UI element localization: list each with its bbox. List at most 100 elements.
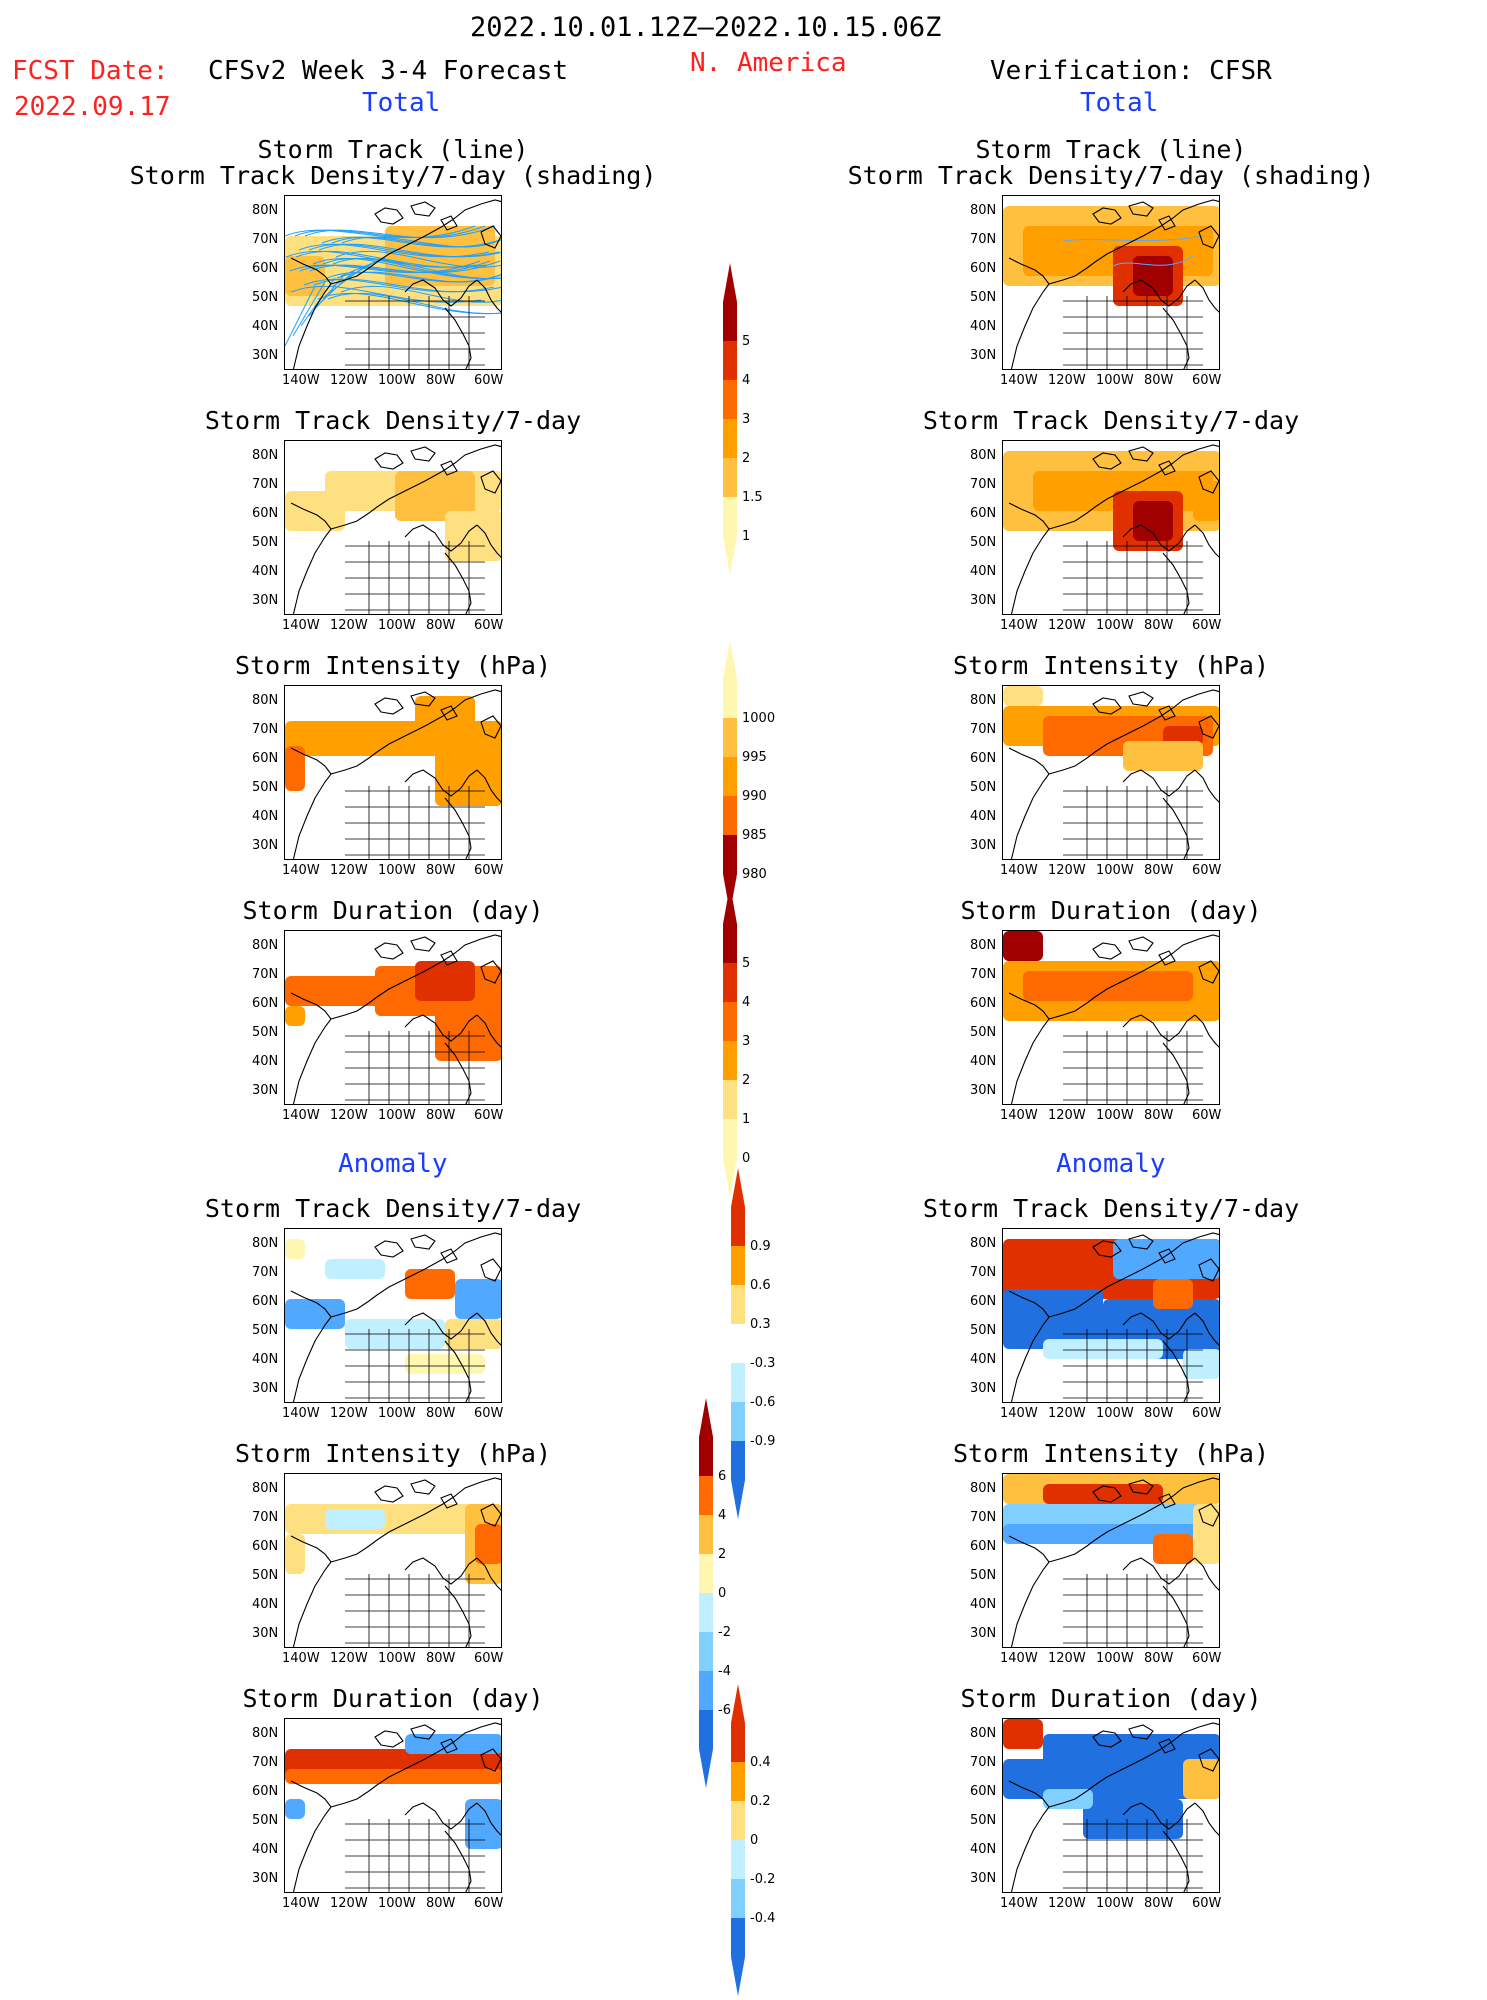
colorbar-segment — [731, 1801, 745, 1840]
state-grid — [1063, 296, 1203, 369]
lat-tick-label: 70N — [970, 1265, 997, 1280]
lon-tick-label: 60W — [474, 373, 504, 388]
shading-cell — [395, 471, 475, 521]
colorbar-segment — [723, 302, 737, 341]
lat-tick-label: 60N — [970, 751, 997, 766]
lon-tick-label: 120W — [1048, 373, 1086, 388]
lon-tick-label: 60W — [1192, 1406, 1222, 1421]
lon-tick-label: 80W — [1144, 618, 1174, 633]
coastline — [290, 1477, 501, 1647]
storm-track-line — [326, 271, 501, 283]
map-panel-storm-track-verification — [1002, 195, 1220, 370]
shading-cell — [1123, 741, 1203, 771]
panel-title-intensity-verification: Storm Intensity (hPa) — [952, 651, 1270, 680]
storm-track-line — [295, 250, 487, 268]
lat-tick-label: 40N — [252, 1054, 279, 1069]
lat-tick-label: 30N — [252, 838, 279, 853]
lat-tick-label: 30N — [252, 1083, 279, 1098]
lon-tick-label: 60W — [474, 1108, 504, 1123]
lat-tick-label: 30N — [970, 593, 997, 608]
state-grid — [1063, 541, 1203, 614]
panel-title-intensity-verification: Storm Intensity (hPa) — [952, 1439, 1270, 1468]
storm-track-line — [294, 225, 486, 239]
colorbar-tick-label: 985 — [742, 828, 767, 843]
storm-track-line — [318, 243, 501, 258]
shading-cell — [1193, 1504, 1219, 1564]
lon-tick-label: 60W — [1192, 618, 1222, 633]
shading-cell — [325, 1509, 385, 1529]
shading-cell — [285, 746, 305, 791]
state-grid — [1063, 786, 1203, 859]
lat-tick-label: 80N — [970, 1236, 997, 1251]
lon-tick-label: 100W — [378, 1108, 416, 1123]
lat-tick-label: 40N — [252, 1842, 279, 1857]
colorbar-segment — [723, 497, 737, 536]
lon-tick-label: 60W — [474, 618, 504, 633]
lat-tick-label: 60N — [252, 1294, 279, 1309]
lat-tick-label: 40N — [970, 1842, 997, 1857]
colorbar-segment — [723, 718, 737, 757]
colorbar-segment — [731, 1840, 745, 1879]
lat-tick-label: 50N — [970, 1568, 997, 1583]
panel-title-track_line-verification: Storm Track (line) — [975, 135, 1247, 164]
lat-tick-label: 40N — [970, 1054, 997, 1069]
lon-tick-label: 140W — [282, 1406, 320, 1421]
colorbar-tick-label: 980 — [742, 867, 767, 882]
colorbar-segment — [723, 924, 737, 963]
lat-tick-label: 60N — [970, 1539, 997, 1554]
lat-tick-label: 70N — [252, 1755, 279, 1770]
state-grid — [345, 1329, 485, 1402]
lat-tick-label: 80N — [970, 1726, 997, 1741]
colorbar-tick-label: -0.6 — [750, 1395, 776, 1410]
shading-cell — [1043, 1789, 1093, 1809]
lat-tick-label: 60N — [970, 261, 997, 276]
colorbar-duration_anom — [730, 1684, 746, 2000]
lat-tick-label: 50N — [970, 780, 997, 795]
lon-tick-label: 120W — [1048, 1896, 1086, 1911]
lat-tick-label: 80N — [252, 693, 279, 708]
shading-cell — [1113, 1239, 1219, 1279]
lat-tick-label: 30N — [252, 348, 279, 363]
colorbar-segment — [723, 419, 737, 458]
lat-tick-label: 50N — [970, 535, 997, 550]
colorbar-tick-label: -0.9 — [750, 1434, 776, 1449]
lat-tick-label: 30N — [970, 1381, 997, 1396]
colorbar-tick-label: 0 — [750, 1833, 759, 1848]
colorbar-tick-label: 1 — [742, 1112, 751, 1127]
colorbar-segment — [723, 679, 737, 718]
lon-tick-label: 120W — [330, 1406, 368, 1421]
map-panel-duration-total-verification — [1002, 930, 1220, 1105]
lat-tick-label: 80N — [252, 1726, 279, 1741]
lon-tick-label: 60W — [1192, 1896, 1222, 1911]
shading-cell — [1083, 1799, 1183, 1839]
colorbar-bottom-arrow — [731, 1957, 745, 1996]
lat-tick-label: 50N — [970, 1025, 997, 1040]
colorbar-tick-label: -0.3 — [750, 1356, 776, 1371]
lat-tick-label: 60N — [970, 1784, 997, 1799]
lat-tick-label: 70N — [970, 722, 997, 737]
colorbar-segment — [731, 1363, 745, 1402]
lat-tick-label: 70N — [252, 477, 279, 492]
shading-cell — [455, 1279, 501, 1319]
lon-tick-label: 140W — [1000, 1896, 1038, 1911]
lon-tick-label: 120W — [330, 1651, 368, 1666]
map-panel-duration-anomaly-verification — [1002, 1718, 1220, 1893]
coastline — [290, 1232, 501, 1402]
colorbar-segment — [731, 1879, 745, 1918]
colorbar-top-arrow — [723, 640, 737, 679]
colorbar-segment — [699, 1632, 713, 1671]
lat-tick-label: 40N — [970, 564, 997, 579]
lat-tick-label: 70N — [970, 1510, 997, 1525]
shading-cell — [435, 1001, 501, 1061]
colorbar-segment — [731, 1324, 745, 1363]
coastline — [1008, 1232, 1219, 1402]
lon-tick-label: 60W — [474, 1896, 504, 1911]
shading-cell — [1193, 481, 1219, 521]
lat-tick-label: 30N — [970, 1083, 997, 1098]
lat-tick-label: 30N — [252, 1381, 279, 1396]
lat-tick-label: 50N — [252, 535, 279, 550]
colorbar-tick-label: -0.4 — [750, 1911, 776, 1926]
shading-cell — [285, 1006, 305, 1026]
panel-title-intensity-forecast: Storm Intensity (hPa) — [234, 1439, 552, 1468]
colorbar-tick-label: 3 — [742, 1034, 751, 1049]
